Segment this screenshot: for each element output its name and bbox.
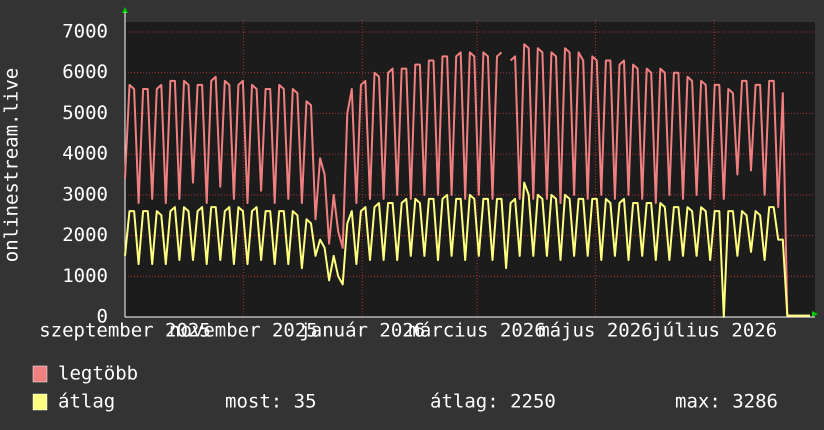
y-tick-label: 2000: [62, 224, 108, 246]
y-axis-label: onlinestream.live: [1, 68, 23, 262]
legend-swatch: [32, 393, 48, 411]
x-tick-label: május 2026: [538, 320, 652, 342]
legend-swatch: [32, 365, 48, 383]
legend-label: átlag: [58, 391, 115, 413]
series-line: [124, 181, 810, 318]
x-tick-label: január 2026: [299, 320, 425, 342]
axis-arrow: [122, 7, 128, 13]
y-tick-label: 6000: [62, 61, 108, 83]
y-tick-label: 7000: [62, 21, 108, 43]
x-tick-label: szeptember 2025: [39, 320, 211, 342]
x-tick-label: november 2025: [169, 320, 318, 342]
legend-label: legtöbb: [58, 363, 138, 385]
series-line: [124, 43, 810, 317]
stat-label: most: 35: [225, 391, 317, 413]
y-tick-label: 3000: [62, 183, 108, 205]
y-tick-label: 5000: [62, 102, 108, 124]
x-tick-label: július 2026: [651, 320, 777, 342]
x-tick-label: március 2026: [408, 320, 545, 342]
y-tick-label: 1000: [62, 265, 108, 287]
stat-label: átlag: 2250: [430, 391, 556, 413]
y-tick-label: 4000: [62, 143, 108, 165]
axis-arrow: [812, 311, 818, 317]
stat-label: max: 3286: [675, 391, 778, 413]
y-tick-label: 0: [97, 306, 108, 328]
